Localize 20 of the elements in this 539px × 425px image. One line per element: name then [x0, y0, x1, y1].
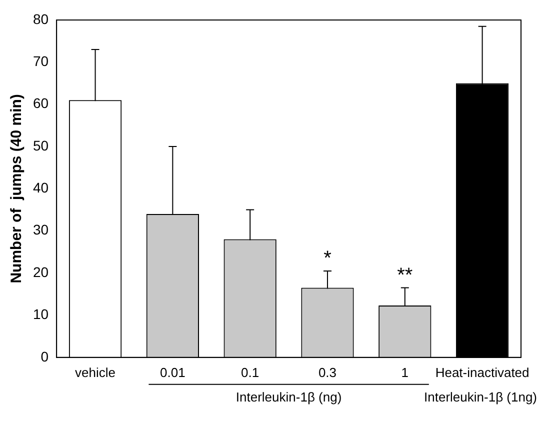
y-axis-title: Number of jumps (40 min)	[8, 94, 26, 284]
y-tick-label: 80	[32, 10, 49, 27]
annotation: **	[397, 264, 413, 286]
x-tick-label: vehicle	[75, 364, 116, 380]
annotation: *	[324, 247, 332, 270]
y-tick-label: 0	[40, 348, 49, 364]
x-tick-label: Heat-inactivated	[435, 364, 530, 380]
x-tick-label: 0.3	[318, 364, 337, 380]
text: Interleukin-1β (1ng)	[424, 389, 538, 404]
x-tick-label: 1	[401, 364, 409, 380]
y-tick-label: 40	[32, 180, 49, 196]
y-tick-label: 70	[32, 53, 49, 70]
y-tick-label: 60	[32, 95, 49, 112]
x-tick-label: 0.1	[241, 364, 260, 380]
y-tick-label: 50	[32, 137, 49, 154]
y-tick-label: 20	[32, 264, 49, 280]
x-tick-label: 0.01	[160, 364, 186, 380]
text: Interleukin-1β (ng)	[236, 389, 342, 404]
y-tick-label: 30	[32, 222, 49, 238]
y-tick-label: 10	[32, 306, 49, 322]
